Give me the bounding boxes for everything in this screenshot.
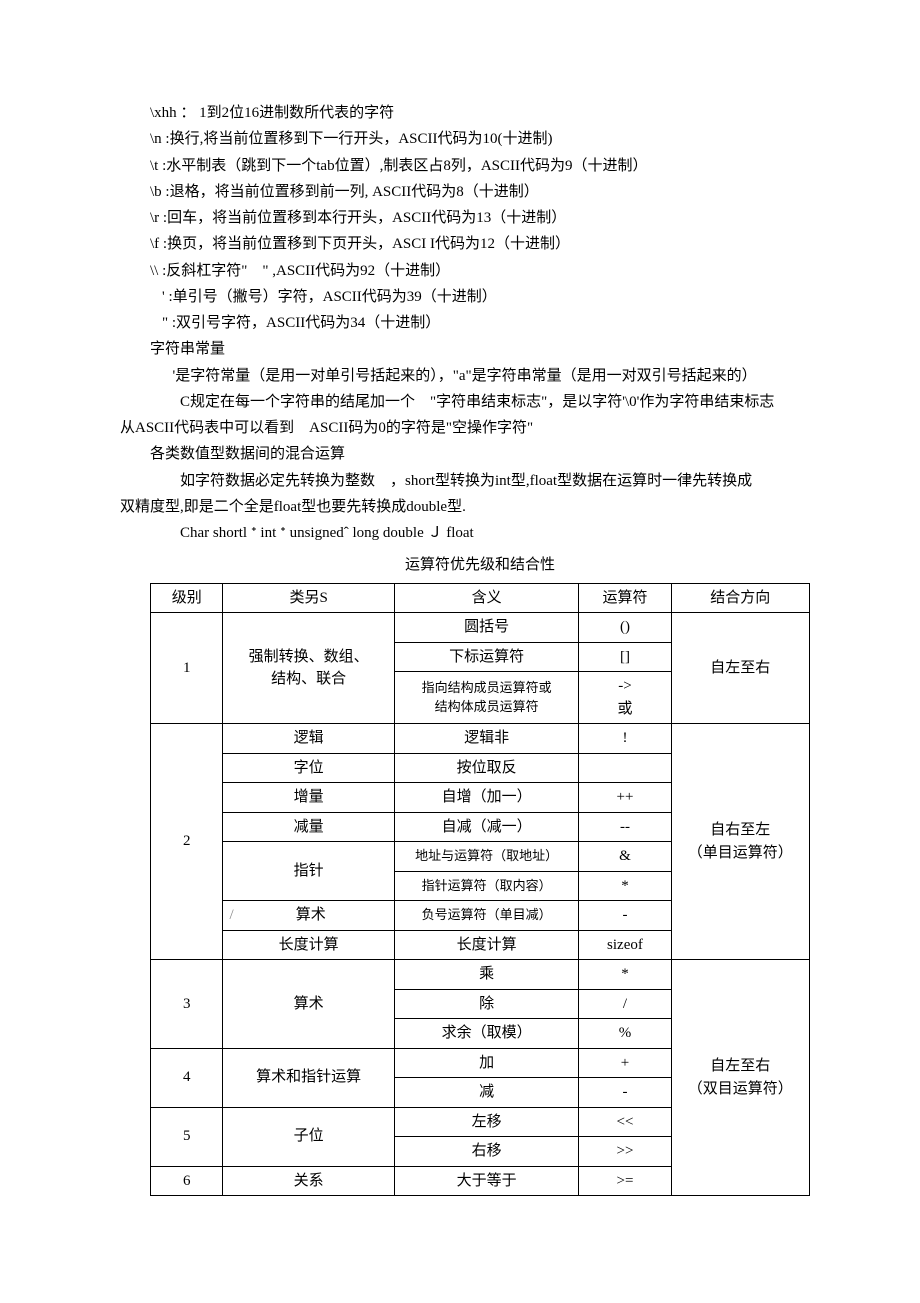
cell-operator bbox=[579, 753, 671, 783]
text-line: \xhh ： 1到2位16进制数所代表的字符 bbox=[150, 100, 810, 126]
cell-meaning: 加 bbox=[394, 1048, 579, 1078]
cell-category: 减量 bbox=[223, 812, 394, 842]
cell-direction: 自左至右（双目运算符） bbox=[671, 960, 809, 1196]
text-line: \n :换行,将当前位置移到下一行开头，ASCII代码为10(十进制) bbox=[150, 126, 810, 152]
cell-category: /算术 bbox=[223, 901, 394, 931]
cell-category: 长度计算 bbox=[223, 930, 394, 960]
cell-operator: % bbox=[579, 1019, 671, 1049]
cell-operator: - bbox=[579, 901, 671, 931]
text-line: ' :单引号（撇号）字符，ASCII代码为39（十进制） bbox=[150, 284, 810, 310]
cell-category: 逻辑 bbox=[223, 724, 394, 754]
document-page: \xhh ： 1到2位16进制数所代表的字符 \n :换行,将当前位置移到下一行… bbox=[0, 0, 920, 1236]
text-line: \t :水平制表（跳到下一个tab位置）,制表区占8列，ASCII代码为9（十进… bbox=[150, 153, 810, 179]
cell-meaning: 左移 bbox=[394, 1107, 579, 1137]
cell-meaning: 指针运算符（取内容） bbox=[394, 871, 579, 901]
text-line: \r :回车，将当前位置移到本行开头，ASCII代码为13（十进制） bbox=[150, 205, 810, 231]
cell-operator: * bbox=[579, 960, 671, 990]
cell-category: 关系 bbox=[223, 1166, 394, 1196]
cell-operator: + bbox=[579, 1048, 671, 1078]
cell-meaning: 求余（取模） bbox=[394, 1019, 579, 1049]
cell-meaning: 逻辑非 bbox=[394, 724, 579, 754]
cell-operator: ! bbox=[579, 724, 671, 754]
cell-operator: [] bbox=[579, 642, 671, 672]
cell-level: 6 bbox=[151, 1166, 223, 1196]
cell-meaning: 大于等于 bbox=[394, 1166, 579, 1196]
th-meaning: 含义 bbox=[394, 583, 579, 613]
table-row: 1 强制转换、数组、结构、联合 圆括号 () 自左至右 bbox=[151, 613, 810, 643]
cell-meaning: 长度计算 bbox=[394, 930, 579, 960]
cell-category: 算术和指针运算 bbox=[223, 1048, 394, 1107]
cell-meaning: 按位取反 bbox=[394, 753, 579, 783]
cell-direction: 自左至右 bbox=[671, 613, 809, 724]
text-line: 各类数值型数据间的混合运算 bbox=[150, 441, 810, 467]
cell-operator: - bbox=[579, 1078, 671, 1108]
cell-operator: * bbox=[579, 871, 671, 901]
th-direction: 结合方向 bbox=[671, 583, 809, 613]
cell-meaning: 乘 bbox=[394, 960, 579, 990]
cell-level: 3 bbox=[151, 960, 223, 1049]
th-operator: 运算符 bbox=[579, 583, 671, 613]
text-line: C规定在每一个字符串的结尾加一个 "字符串结束标志"，是以字符'\0'作为字符串… bbox=[120, 389, 810, 415]
cell-operator: >> bbox=[579, 1137, 671, 1167]
cell-level: 2 bbox=[151, 724, 223, 960]
text-line: Char shortl ᐩ int ᐩ unsignedˆ long doubl… bbox=[150, 520, 810, 546]
table-header-row: 级别 类另S 含义 运算符 结合方向 bbox=[151, 583, 810, 613]
cell-meaning: 自减（减一） bbox=[394, 812, 579, 842]
cell-category: 字位 bbox=[223, 753, 394, 783]
cell-operator: & bbox=[579, 842, 671, 872]
text-line: 字符串常量 bbox=[150, 336, 810, 362]
th-category: 类另S bbox=[223, 583, 394, 613]
text-line: 从ASCII代码表中可以看到 ASCII码为0的字符是"空操作字符" bbox=[120, 415, 810, 441]
text-line: \f :换页，将当前位置移到下页开头，ASCI I代码为12（十进制） bbox=[150, 231, 810, 257]
cell-meaning: 除 bbox=[394, 989, 579, 1019]
cell-category: 强制转换、数组、结构、联合 bbox=[223, 613, 394, 724]
cell-meaning: 负号运算符（单目减） bbox=[394, 901, 579, 931]
text-line: '是字符常量（是用一对单引号括起来的），"a"是字符串常量（是用一对双引号括起来… bbox=[150, 363, 810, 389]
text-line: " :双引号字符，ASCII代码为34（十进制） bbox=[150, 310, 810, 336]
cell-meaning: 下标运算符 bbox=[394, 642, 579, 672]
cell-meaning: 地址与运算符（取地址） bbox=[394, 842, 579, 872]
cell-operator: ->或 bbox=[579, 672, 671, 724]
cell-operator: sizeof bbox=[579, 930, 671, 960]
cell-level: 1 bbox=[151, 613, 223, 724]
cell-category: 算术 bbox=[223, 960, 394, 1049]
th-level: 级别 bbox=[151, 583, 223, 613]
text-line: \\ :反斜杠字符" " ,ASCII代码为92（十进制） bbox=[150, 258, 810, 284]
text-line: \b :退格，将当前位置移到前一列, ASCII代码为8（十进制） bbox=[150, 179, 810, 205]
table-row: 2 逻辑 逻辑非 ! 自右至左（单目运算符） bbox=[151, 724, 810, 754]
table-title: 运算符优先级和结合性 bbox=[150, 552, 810, 578]
cell-operator: () bbox=[579, 613, 671, 643]
cell-category: 增量 bbox=[223, 783, 394, 813]
cell-operator: ++ bbox=[579, 783, 671, 813]
cell-category: 指针 bbox=[223, 842, 394, 901]
text-line: 如字符数据必定先转换为整数 ，short型转换为int型,float型数据在运算… bbox=[120, 468, 810, 494]
cell-meaning: 自增（加一） bbox=[394, 783, 579, 813]
operator-precedence-table: 级别 类另S 含义 运算符 结合方向 1 强制转换、数组、结构、联合 圆括号 (… bbox=[150, 583, 810, 1197]
cell-direction: 自右至左（单目运算符） bbox=[671, 724, 809, 960]
cell-meaning: 减 bbox=[394, 1078, 579, 1108]
cell-meaning: 右移 bbox=[394, 1137, 579, 1167]
cell-operator: >= bbox=[579, 1166, 671, 1196]
cell-operator: << bbox=[579, 1107, 671, 1137]
cell-meaning: 圆括号 bbox=[394, 613, 579, 643]
cell-category: 子位 bbox=[223, 1107, 394, 1166]
cell-operator: -- bbox=[579, 812, 671, 842]
table-row: 3 算术 乘 * 自左至右（双目运算符） bbox=[151, 960, 810, 990]
cell-operator: / bbox=[579, 989, 671, 1019]
cell-level: 5 bbox=[151, 1107, 223, 1166]
text-line: 双精度型,即是二个全是float型也要先转换成double型. bbox=[120, 494, 810, 520]
cell-level: 4 bbox=[151, 1048, 223, 1107]
cell-meaning: 指向结构成员运算符或结构体成员运算符 bbox=[394, 672, 579, 724]
